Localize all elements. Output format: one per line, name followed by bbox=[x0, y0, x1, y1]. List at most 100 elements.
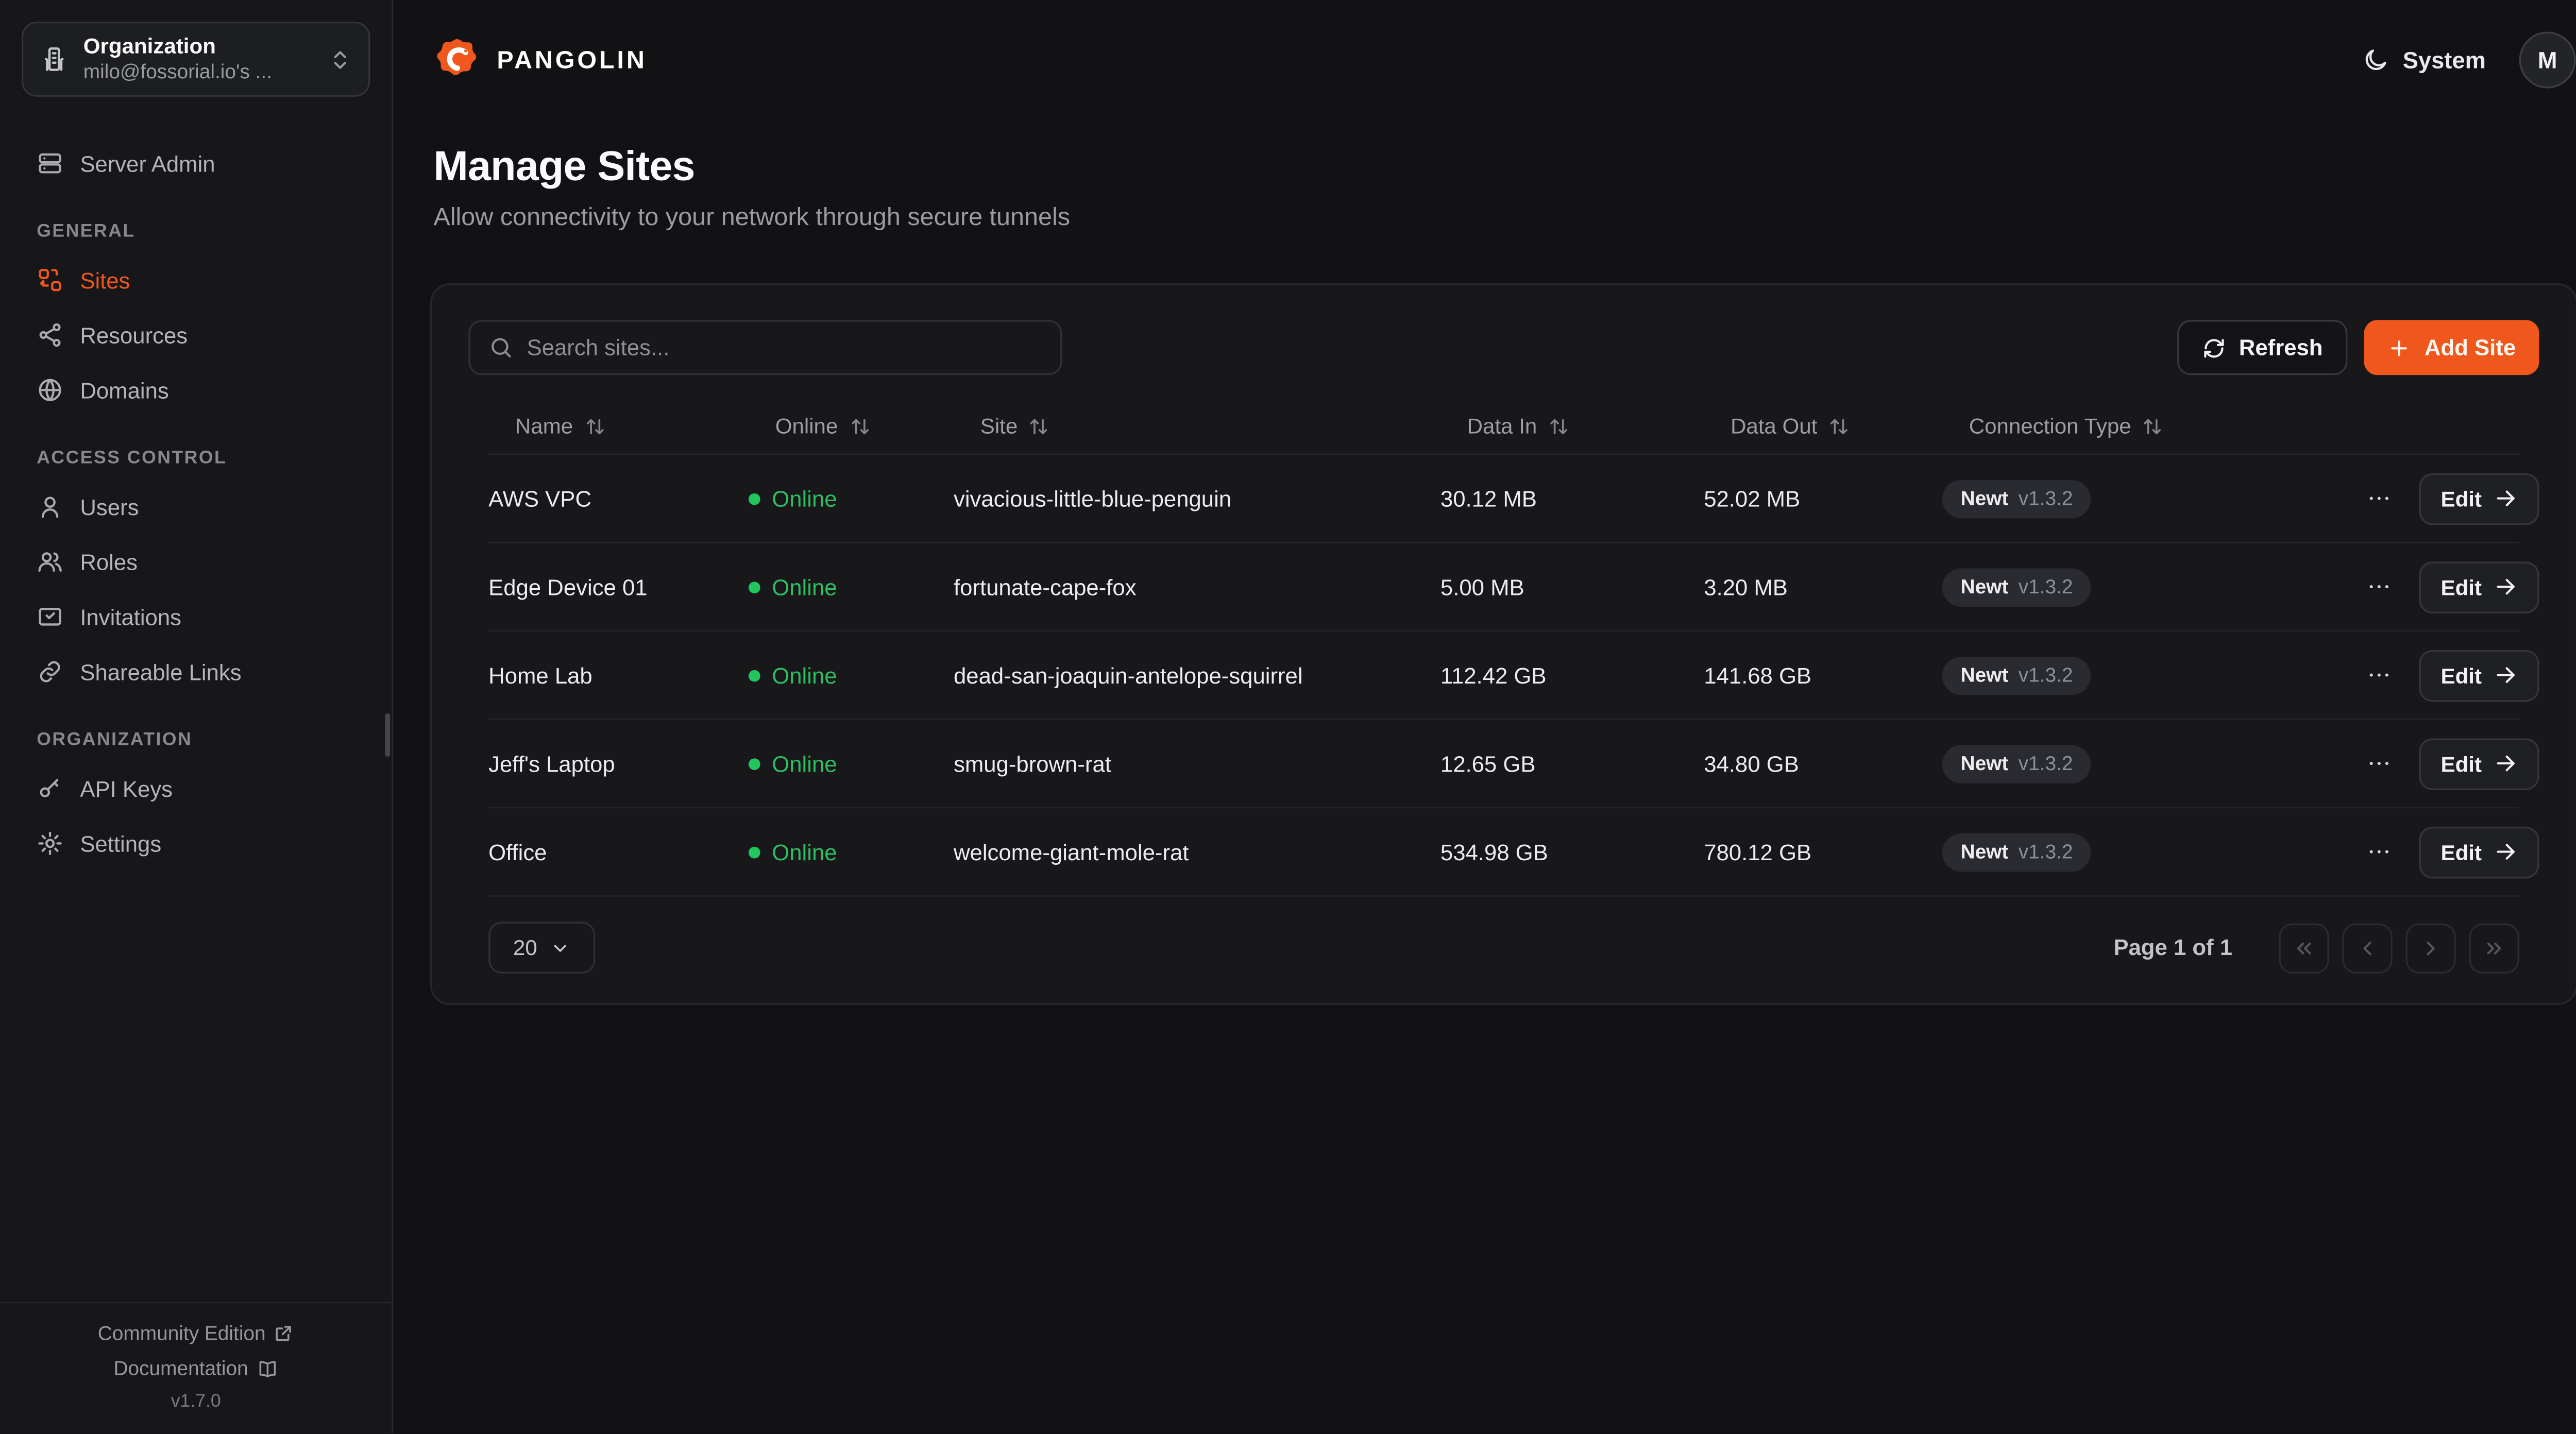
avatar[interactable]: M bbox=[2519, 31, 2576, 89]
row-menu-button[interactable] bbox=[2362, 482, 2396, 515]
moon-icon bbox=[2363, 47, 2389, 74]
cell-online: Online bbox=[748, 751, 954, 776]
main-content: PANGOLIN System M Manage Sites Allow con… bbox=[394, 0, 2576, 1433]
section-label-general: GENERAL bbox=[37, 221, 135, 242]
table-header-row: Name Online Site Data In bbox=[488, 398, 2519, 455]
row-menu-button[interactable] bbox=[2362, 570, 2396, 604]
combine-icon bbox=[37, 267, 63, 294]
cell-online: Online bbox=[748, 486, 954, 511]
book-open-icon bbox=[257, 1358, 278, 1379]
sidebar-item-sites[interactable]: Sites bbox=[22, 255, 370, 305]
cell-data-in: 5.00 MB bbox=[1440, 574, 1524, 600]
page-status: Page 1 of 1 bbox=[2113, 935, 2233, 960]
table-row: Edge Device 01 Online fortunate-cape-fox… bbox=[488, 543, 2539, 632]
arrow-right-icon bbox=[2494, 752, 2517, 775]
sidebar-item-label: Settings bbox=[80, 831, 162, 856]
sidebar-item-settings[interactable]: Settings bbox=[22, 818, 370, 868]
online-dot bbox=[748, 669, 760, 681]
cell-name: Jeff's Laptop bbox=[488, 750, 615, 776]
row-menu-button[interactable] bbox=[2362, 747, 2396, 780]
col-header-data-out[interactable]: Data Out bbox=[1704, 414, 1942, 438]
chevrons-right-icon bbox=[2482, 936, 2505, 959]
sidebar-item-label: Roles bbox=[80, 549, 138, 574]
next-page-button[interactable] bbox=[2405, 923, 2456, 973]
col-header-name[interactable]: Name bbox=[488, 414, 749, 438]
sites-card: Refresh Add Site Name bbox=[430, 283, 2576, 1005]
community-edition-link[interactable]: Community Edition bbox=[98, 1322, 294, 1345]
edit-button[interactable]: Edit bbox=[2419, 560, 2539, 613]
pangolin-logo-icon bbox=[432, 35, 482, 85]
online-dot bbox=[748, 581, 760, 593]
edit-button[interactable]: Edit bbox=[2419, 649, 2539, 701]
org-selector-label: Organization bbox=[83, 33, 216, 58]
row-menu-button[interactable] bbox=[2362, 835, 2396, 868]
cell-name: Home Lab bbox=[488, 662, 592, 688]
cell-data-out: 3.20 MB bbox=[1704, 574, 1788, 600]
cell-data-out: 34.80 GB bbox=[1704, 750, 1799, 776]
documentation-link[interactable]: Documentation bbox=[114, 1357, 278, 1380]
cell-data-in: 112.42 GB bbox=[1440, 662, 1547, 688]
col-header-site[interactable]: Site bbox=[954, 414, 1440, 438]
sidebar-item-label: Users bbox=[80, 494, 139, 520]
cell-data-out: 52.02 MB bbox=[1704, 486, 1801, 511]
sidebar-item-resources[interactable]: Resources bbox=[22, 310, 370, 360]
search-input[interactable] bbox=[527, 335, 1042, 360]
org-selector[interactable]: Organization milo@fossorial.io's ... bbox=[22, 22, 370, 97]
sidebar-item-roles[interactable]: Roles bbox=[22, 537, 370, 587]
sort-icon bbox=[1829, 416, 1849, 436]
page-size-select[interactable]: 20 bbox=[488, 921, 596, 974]
sidebar-scrollbar-thumb[interactable] bbox=[385, 713, 391, 757]
connection-type-badge: Newt v1.3.2 bbox=[1942, 656, 2092, 694]
row-menu-button[interactable] bbox=[2362, 658, 2396, 692]
share-icon bbox=[37, 322, 63, 349]
mail-check-icon bbox=[37, 603, 63, 630]
cell-data-out: 780.12 GB bbox=[1704, 839, 1812, 864]
first-page-button[interactable] bbox=[2279, 923, 2329, 973]
users-icon bbox=[37, 549, 63, 575]
refresh-button[interactable]: Refresh bbox=[2177, 320, 2348, 375]
sort-icon bbox=[585, 416, 605, 436]
edit-button[interactable]: Edit bbox=[2419, 472, 2539, 524]
cell-online: Online bbox=[748, 574, 954, 599]
section-label-organization: ORGANIZATION bbox=[37, 730, 193, 750]
chevrons-left-icon bbox=[2293, 936, 2316, 959]
sort-icon bbox=[1549, 416, 1569, 436]
edit-button[interactable]: Edit bbox=[2419, 826, 2539, 878]
gear-icon bbox=[37, 830, 63, 857]
sidebar-item-users[interactable]: Users bbox=[22, 482, 370, 532]
sidebar-item-domains[interactable]: Domains bbox=[22, 365, 370, 415]
col-header-connection-type[interactable]: Connection Type bbox=[1942, 414, 2362, 438]
last-page-button[interactable] bbox=[2469, 923, 2519, 973]
sidebar-item-server-admin[interactable]: Server Admin bbox=[22, 139, 370, 189]
sidebar-item-shareable-links[interactable]: Shareable Links bbox=[22, 647, 370, 697]
arrow-right-icon bbox=[2494, 487, 2517, 510]
cell-name: Edge Device 01 bbox=[488, 574, 648, 600]
edit-button[interactable]: Edit bbox=[2419, 737, 2539, 790]
brand-logo-link[interactable]: PANGOLIN bbox=[432, 35, 647, 85]
cell-site: welcome-giant-mole-rat bbox=[953, 839, 1189, 864]
cell-site: smug-brown-rat bbox=[953, 750, 1111, 776]
arrow-right-icon bbox=[2494, 575, 2517, 598]
sidebar-item-invitations[interactable]: Invitations bbox=[22, 592, 370, 642]
col-header-data-in[interactable]: Data In bbox=[1440, 414, 1704, 438]
previous-page-button[interactable] bbox=[2342, 923, 2393, 973]
chevron-right-icon bbox=[2419, 936, 2442, 959]
building-icon bbox=[40, 45, 69, 73]
theme-toggle[interactable]: System bbox=[2363, 47, 2486, 74]
arrow-right-icon bbox=[2494, 663, 2517, 687]
cell-site: fortunate-cape-fox bbox=[953, 574, 1137, 600]
online-dot bbox=[748, 492, 760, 504]
sort-icon bbox=[2143, 416, 2163, 436]
col-header-online[interactable]: Online bbox=[749, 414, 954, 438]
table-row: Office Online welcome-giant-mole-rat 534… bbox=[488, 808, 2539, 897]
cell-site: dead-san-joaquin-antelope-squirrel bbox=[953, 662, 1303, 688]
sidebar-item-label: Shareable Links bbox=[80, 659, 242, 685]
sidebar: Organization milo@fossorial.io's ... Ser… bbox=[0, 0, 394, 1433]
sidebar-item-api-keys[interactable]: API Keys bbox=[22, 763, 370, 813]
connection-type-badge: Newt v1.3.2 bbox=[1942, 832, 2092, 871]
chevron-down-icon bbox=[551, 937, 571, 958]
sidebar-item-label: Sites bbox=[80, 267, 130, 293]
add-site-button[interactable]: Add Site bbox=[2364, 320, 2539, 375]
cell-online: Online bbox=[748, 662, 954, 688]
